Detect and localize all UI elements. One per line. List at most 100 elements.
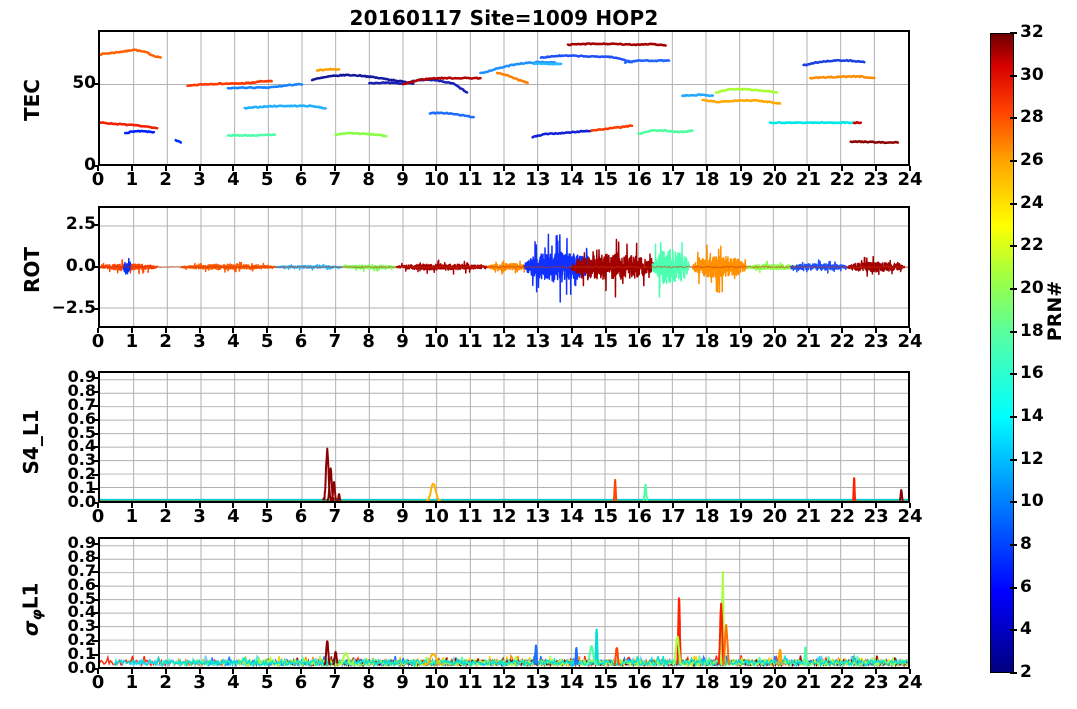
- colorbar-tickmark-14: [1010, 416, 1017, 418]
- s4-xtick-16: 16: [626, 506, 652, 527]
- sp-xtickmark-18: [706, 669, 708, 674]
- rot-xtickmark-12: [503, 328, 505, 333]
- s4-xtickmark-21: [807, 503, 810, 508]
- rot-panel: [98, 206, 910, 328]
- s4-xtickmark-13: [536, 503, 539, 508]
- sigmaphi-tickmark-4: [92, 612, 98, 615]
- rot-xtick-2: 2: [159, 331, 172, 352]
- s4-ytick-7: 0.7: [67, 394, 96, 414]
- tec-xtick-22: 22: [829, 169, 855, 190]
- rot-xtickmark-3: [198, 328, 201, 333]
- sp-xtick-11: 11: [457, 672, 483, 693]
- sigmaphi-ytick-2: 0.2: [67, 630, 96, 650]
- tec-xtickmark-8: [367, 166, 370, 171]
- sigmaphi-ytick-1: 0.1: [67, 644, 96, 664]
- s4-xtickmark-1: [130, 503, 133, 508]
- rot-xtick-18: 18: [694, 331, 720, 352]
- sp-xtick-9: 9: [396, 672, 409, 693]
- colorbar-tick-22: 22: [1020, 235, 1044, 256]
- sp-xtickmark-16: [638, 669, 641, 674]
- s4-tickmark-5: [92, 432, 98, 435]
- sp-xtickmark-4: [232, 669, 235, 674]
- s4-axis-label: S4_L1: [19, 409, 43, 475]
- rot-xtick-17: 17: [660, 331, 686, 352]
- s4-xtick-15: 15: [592, 506, 619, 527]
- s4-xtickmark-12: [503, 503, 505, 508]
- prn-colorbar[interactable]: [990, 33, 1014, 673]
- rot-xtick-14: 14: [559, 331, 585, 352]
- s4-tickmark-8: [92, 390, 98, 393]
- sp-xtick-20: 20: [762, 672, 788, 693]
- tec-ytick-0: 0: [84, 155, 96, 175]
- s4-xtickmark-16: [638, 503, 641, 508]
- tec-xtickmark-7: [333, 166, 336, 171]
- colorbar-tickmark-24: [1010, 202, 1017, 205]
- s4-xtickmark-5: [266, 503, 269, 508]
- rot-xtickmark-4: [232, 328, 235, 333]
- sp-xtickmark-20: [773, 669, 776, 674]
- tec-xtickmark-18: [706, 166, 708, 171]
- sigmaphi-ytick-5: 0.5: [67, 588, 96, 608]
- rot-xtickmark-17: [672, 328, 675, 333]
- tec-xtick-11: 11: [457, 169, 483, 190]
- sp-xtickmark-3: [198, 669, 201, 674]
- rot-xtickmark-5: [266, 328, 269, 333]
- rot-xtickmark-22: [841, 328, 844, 333]
- sigmaphi-ytick-0: 0.0: [67, 658, 96, 677]
- tec-xtick-13: 13: [525, 169, 551, 190]
- sigma-glyph: σ: [18, 620, 43, 637]
- colorbar-tick-8: 8: [1020, 534, 1032, 554]
- rot-ytick-2: −2.5: [51, 298, 96, 319]
- sp-xtick-16: 16: [626, 672, 652, 693]
- tec-xtickmark-6: [300, 166, 302, 171]
- tec-xtickmark-11: [469, 166, 472, 171]
- s4-xtick-13: 13: [525, 506, 551, 527]
- sp-xtick-4: 4: [227, 672, 240, 693]
- s4-xtickmark-14: [570, 503, 573, 508]
- sigmaphi-tickmark-2: [92, 640, 98, 643]
- s4-xtick-14: 14: [559, 506, 585, 527]
- sp-xtick-23: 23: [863, 672, 889, 693]
- sp-xtickmark-14: [570, 669, 573, 674]
- tec-xtick-16: 16: [626, 169, 652, 190]
- rot-xtick-11: 11: [457, 331, 483, 352]
- s4-xtickmark-2: [164, 503, 167, 508]
- colorbar-tickmark-16: [1010, 373, 1017, 376]
- tec-xtickmark-19: [739, 166, 742, 171]
- colorbar-tick-10: 10: [1020, 491, 1044, 512]
- s4-ytick-4: 0.4: [67, 436, 96, 456]
- colorbar-tick-16: 16: [1020, 363, 1044, 384]
- sp-xtick-15: 15: [592, 672, 619, 693]
- sp-xtick-10: 10: [423, 672, 449, 693]
- sp-xtick-21: 21: [795, 672, 822, 693]
- sp-xtick-24: 24: [897, 672, 923, 693]
- colorbar-tickmark-26: [1010, 160, 1017, 162]
- sigmaphi-ytick-9: 0.9: [67, 532, 96, 552]
- tec-tickmark-1: [92, 83, 98, 86]
- tec-xtick-18: 18: [694, 169, 720, 190]
- s4-xtickmark-10: [435, 503, 438, 508]
- s4-tickmark-2: [92, 474, 98, 477]
- sp-xtick-17: 17: [660, 672, 686, 693]
- rot-xtickmark-14: [570, 328, 573, 333]
- s4-xtickmark-8: [367, 503, 370, 508]
- s4-ytick-6: 0.6: [67, 408, 96, 428]
- tec-xtickmark-0: [97, 166, 99, 171]
- sigmaphi-tickmark-3: [92, 626, 98, 629]
- rot-xtick-12: 12: [491, 331, 517, 352]
- tec-xtickmark-10: [435, 166, 438, 171]
- rot-xtick-20: 20: [762, 331, 788, 352]
- s4-xtickmark-7: [333, 503, 336, 508]
- tec-xtick-24: 24: [897, 169, 923, 190]
- sp-xtick-8: 8: [362, 672, 375, 693]
- s4-xtick-6: 6: [294, 506, 308, 527]
- sp-xtick-3: 3: [193, 672, 206, 693]
- s4-xtickmark-18: [706, 503, 708, 508]
- tec-xtickmark-2: [164, 166, 167, 171]
- s4-xtickmark-20: [773, 503, 776, 508]
- tec-xtickmark-14: [570, 166, 573, 171]
- rot-xtickmark-23: [875, 328, 878, 333]
- s4-xtick-22: 22: [829, 506, 855, 527]
- rot-xtick-24: 24: [897, 331, 923, 352]
- tec-xtickmark-9: [401, 166, 404, 171]
